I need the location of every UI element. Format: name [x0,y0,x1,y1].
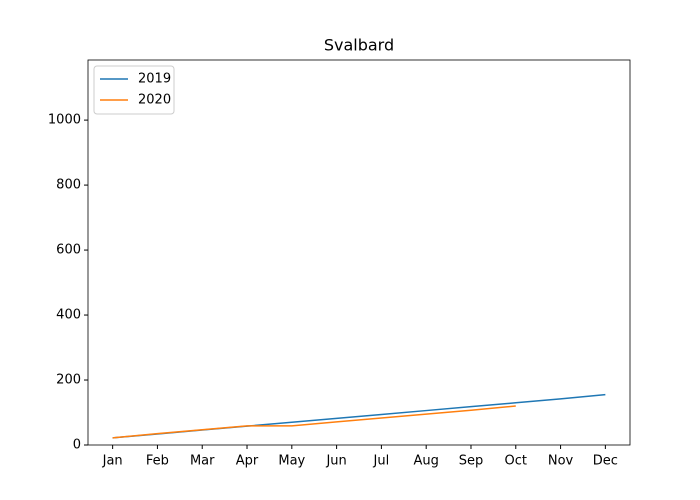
x-tick-label: Aug [413,454,438,469]
x-tick-label: Jun [325,454,346,469]
y-tick-label: 600 [56,243,81,258]
y-tick-label: 0 [73,438,81,453]
x-tick-label: Mar [190,454,215,469]
x-tick-label: Apr [236,454,259,469]
y-tick-label: 200 [56,373,81,388]
x-tick-label: Oct [505,454,527,469]
x-tick-label: Feb [146,454,169,469]
x-tick-label: Dec [593,454,618,469]
x-tick-label: Jan [102,454,123,469]
x-tick-label: May [278,454,305,469]
y-tick-label: 800 [56,178,81,193]
line-series [112,405,516,439]
legend-label: 2020 [138,93,171,108]
y-tick-label: 400 [56,308,81,323]
y-tick-label: 1000 [48,113,81,128]
plot-frame [87,59,631,446]
x-tick-label: Jul [373,454,390,469]
legend-label: 2019 [138,72,171,87]
x-tick-label: Nov [548,454,574,469]
legend-box [93,65,175,115]
chart-title: Svalbard [324,36,394,55]
x-tick-label: Sep [459,454,484,469]
